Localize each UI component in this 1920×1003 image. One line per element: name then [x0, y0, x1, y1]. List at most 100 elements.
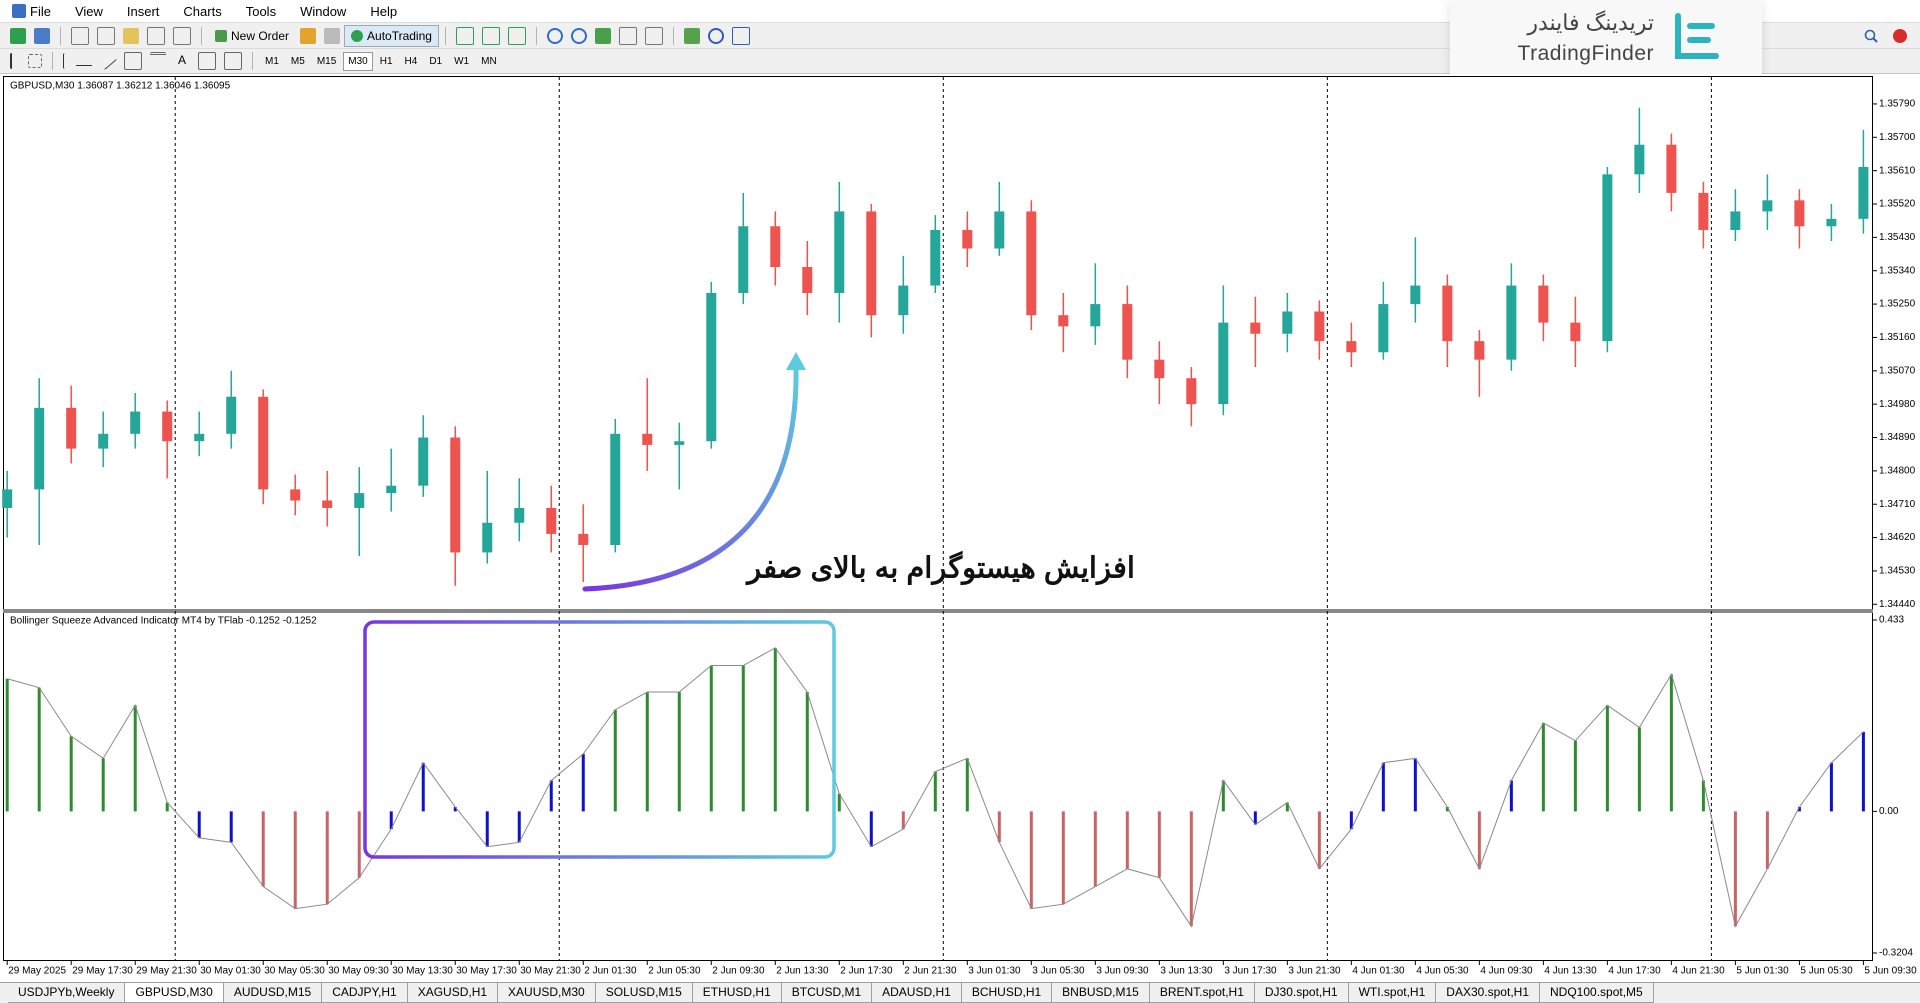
cursor-icon[interactable]: [10, 53, 20, 69]
menu-item[interactable]: Tools: [245, 3, 277, 19]
crosshair-icon[interactable]: [28, 54, 42, 68]
hline-icon[interactable]: [76, 64, 92, 66]
fibo-icon[interactable]: [150, 51, 166, 71]
candle-body: [1090, 304, 1101, 327]
chart-title: GBPUSD,M30 1.36087 1.36212 1.36046 1.360…: [10, 81, 231, 92]
candle-body: [1346, 341, 1357, 353]
auto-trading-label: AutoTrading: [367, 28, 432, 43]
auto-trading-button[interactable]: AutoTrading: [344, 24, 439, 47]
histogram-bar: [197, 811, 201, 838]
zoom-out-icon[interactable]: [570, 27, 587, 44]
candle-body: [258, 396, 269, 490]
chart-window: 1.35790 1.35700 1.35610 1.35520 1.35430 1.353…: [0, 74, 1920, 982]
menu-item[interactable]: File: [30, 3, 51, 19]
chart-tab[interactable]: BNBUSD,M15: [1052, 983, 1150, 1003]
histogram-bar: [997, 811, 1001, 843]
chart-tab[interactable]: CADJPY,H1: [322, 983, 408, 1003]
data-window-icon[interactable]: [97, 26, 115, 45]
candle-body: [1826, 218, 1837, 227]
histogram-bar: [677, 692, 681, 812]
tester-icon[interactable]: [173, 26, 191, 45]
timeframe-button[interactable]: M30: [343, 51, 373, 71]
candle-body: [610, 433, 621, 545]
candle-chart-icon[interactable]: [481, 26, 500, 45]
templates-icon[interactable]: [731, 26, 750, 45]
menu-item[interactable]: Window: [300, 3, 347, 19]
histogram-bar: [293, 811, 297, 909]
menu-item[interactable]: Charts: [183, 3, 222, 19]
x-tick-label: 4 Jun 21:30: [1672, 966, 1725, 977]
chart-tab[interactable]: ADAUSD,H1: [872, 983, 962, 1003]
x-tick-label: 4 Jun 17:30: [1608, 966, 1661, 977]
x-tick-label: 30 May 21:30: [520, 966, 581, 977]
new-order-button[interactable]: New Order: [208, 25, 296, 47]
bar-chart-icon[interactable]: [455, 26, 474, 45]
periods-icon[interactable]: [707, 27, 724, 44]
timeframe-button[interactable]: M1: [265, 55, 279, 67]
profiles-icon[interactable]: [34, 27, 50, 44]
timeframe-button[interactable]: M15: [316, 55, 337, 67]
chart-tab[interactable]: XAUUSD,M30: [498, 983, 596, 1003]
chart-tab[interactable]: WTI.spot,H1: [1348, 983, 1437, 1003]
timeframe-button[interactable]: D1: [429, 55, 443, 67]
timeframe-button[interactable]: W1: [454, 55, 470, 67]
candle-body: [354, 493, 365, 508]
new-chart-icon[interactable]: [10, 27, 26, 44]
line-chart-icon[interactable]: [507, 26, 526, 45]
chart-tab[interactable]: BRENT.spot,H1: [1149, 983, 1255, 1003]
chart-tab[interactable]: ETHUSD,H1: [692, 983, 782, 1003]
histogram-bar: [261, 811, 265, 887]
chart-background: [0, 74, 1920, 982]
arrows-icon[interactable]: [224, 52, 242, 70]
notification-badge[interactable]: [1893, 29, 1907, 43]
tile-icon[interactable]: [594, 27, 611, 44]
histogram-bar: [549, 780, 553, 812]
trendline-icon[interactable]: [98, 52, 118, 70]
channel-icon[interactable]: [124, 52, 142, 70]
x-tick-label: 30 May 01:30: [200, 966, 261, 977]
shift-icon[interactable]: [644, 26, 663, 45]
indicators-icon[interactable]: [683, 27, 700, 44]
candle-body: [1794, 200, 1805, 227]
experts-icon[interactable]: [324, 27, 341, 44]
chart-tab[interactable]: BCHUSD,H1: [961, 983, 1053, 1003]
chart-tab[interactable]: GBPUSD,M30: [125, 983, 224, 1003]
search-icon[interactable]: [1864, 29, 1876, 41]
terminal-icon[interactable]: [147, 26, 165, 45]
chart-tab[interactable]: NDQ100.spot,M5: [1540, 983, 1654, 1003]
label-icon[interactable]: [198, 52, 216, 70]
chart-tab[interactable]: AUDUSD,M15: [223, 983, 323, 1003]
chart-tab[interactable]: XAGUSD,H1: [407, 983, 499, 1003]
navigator-icon[interactable]: [123, 27, 139, 44]
scroll-icon[interactable]: [618, 26, 637, 45]
menu-item[interactable]: Insert: [126, 3, 160, 19]
zoom-in-icon[interactable]: [546, 27, 563, 44]
histogram-bar: [1605, 705, 1609, 812]
x-tick-label: 3 Jun 13:30: [1160, 966, 1213, 977]
timeframe-button[interactable]: M5: [290, 55, 305, 67]
text-icon[interactable]: A: [177, 53, 186, 67]
chart-tab[interactable]: DJ30.spot,H1: [1254, 983, 1349, 1003]
menu-item[interactable]: View: [74, 3, 103, 19]
metaeditor-icon[interactable]: [300, 27, 317, 44]
y-tick-label: 1.34620: [1879, 532, 1916, 543]
vline-icon[interactable]: [63, 53, 68, 69]
chart-tab[interactable]: BTCUSD,M1: [781, 983, 873, 1003]
histogram-bar: [933, 771, 937, 812]
histogram-outline: [7, 647, 1864, 928]
timeframe-button[interactable]: MN: [481, 55, 497, 67]
timeframe-button[interactable]: H4: [404, 55, 418, 67]
market-watch-icon[interactable]: [71, 26, 89, 45]
candle-body: [322, 500, 333, 508]
chart-tab[interactable]: SOLUSD,M15: [595, 983, 693, 1003]
histogram-bar: [1189, 811, 1193, 927]
chart-tab[interactable]: DAX30.spot,H1: [1436, 983, 1540, 1003]
timeframe-button[interactable]: H1: [379, 55, 393, 67]
highlight-box: [363, 620, 836, 859]
candle-body: [1730, 211, 1741, 230]
y-tick-label: 0.00: [1879, 806, 1899, 817]
menu-item[interactable]: Help: [370, 3, 398, 19]
chart-tab[interactable]: USDJPYb,Weekly: [8, 983, 126, 1003]
separator: [535, 26, 537, 45]
x-tick-label: 2 Jun 13:30: [776, 966, 829, 977]
